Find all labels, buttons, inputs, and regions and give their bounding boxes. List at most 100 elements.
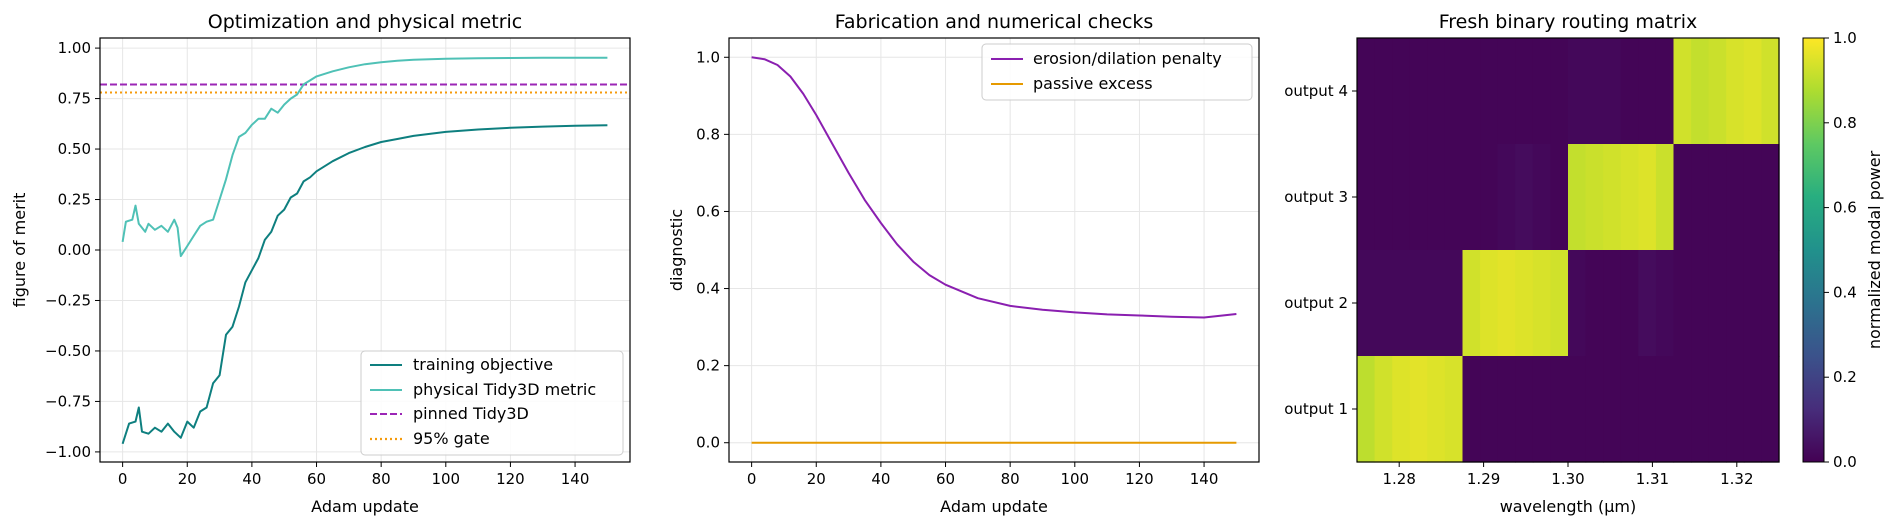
panel-1-reference-lines <box>100 83 630 94</box>
panel-3-title: Fresh binary routing matrix <box>1439 11 1698 33</box>
x-tick-label: 1.31 <box>1636 470 1669 488</box>
legend-label-erosion-dilation: erosion/dilation penalty <box>1033 49 1222 68</box>
colorbar-tick-label: 1.0 <box>1833 29 1857 47</box>
x-tick-label: 40 <box>242 470 261 488</box>
heatmap-cell <box>1761 250 1780 357</box>
heatmap-cell <box>1462 144 1481 251</box>
y-tick-label: −0.50 <box>45 342 91 360</box>
colorbar-tick-label: 0.0 <box>1833 453 1857 471</box>
panel-2-title: Fabrication and numerical checks <box>835 11 1154 33</box>
heatmap-cell <box>1462 38 1481 145</box>
heatmap-cell <box>1655 38 1675 145</box>
heatmap-cell <box>1550 38 1569 145</box>
panel-optimization: Optimization and physical metric 0 20 40 60… <box>10 11 631 516</box>
heatmap-cell <box>1638 250 1657 357</box>
heatmap-cell <box>1515 38 1534 145</box>
heatmap-cell <box>1427 144 1446 251</box>
heatmap-cell <box>1497 144 1516 251</box>
heatmap-cell <box>1374 38 1393 145</box>
colorbar-tick-label: 0.4 <box>1833 283 1857 301</box>
x-tick-label: 1.32 <box>1720 470 1753 488</box>
y-tick-label: 0.6 <box>696 202 720 220</box>
heatmap-cell <box>1409 356 1428 463</box>
panel-2-legend: erosion/dilation penalty passive excess <box>981 43 1253 101</box>
heatmap-cell <box>1708 250 1727 357</box>
panel-2-axes-frame <box>728 37 1260 463</box>
heatmap-cell <box>1691 250 1710 357</box>
heatmap-cell <box>1655 144 1675 251</box>
y-tick-label: 0.25 <box>58 191 91 209</box>
y-tick-label: −0.25 <box>45 291 91 309</box>
y-tick-label: 0.75 <box>58 90 91 108</box>
heatmap-cell <box>1532 144 1552 251</box>
colorbar-label: normalized modal power <box>1865 150 1884 349</box>
colorbar-tick-label: 0.6 <box>1833 199 1857 217</box>
x-tick-label: 1.29 <box>1467 470 1500 488</box>
heatmap-cell <box>1409 144 1428 251</box>
heatmap-cell <box>1743 38 1763 145</box>
x-tick-label: 60 <box>936 470 955 488</box>
heatmap-cell <box>1550 250 1569 357</box>
heatmap-cell <box>1568 250 1587 357</box>
legend-label-pinned-tidy3d: pinned Tidy3D <box>413 404 529 423</box>
row-label: output 1 <box>1284 400 1348 418</box>
heatmap-cell <box>1638 38 1657 145</box>
colorbar-gradient <box>1802 37 1825 463</box>
x-tick-label: 140 <box>1190 470 1219 488</box>
heatmap-cell <box>1374 250 1393 357</box>
heatmap-cell <box>1357 38 1376 145</box>
heatmap-cell <box>1444 38 1464 145</box>
heatmap-cell <box>1743 356 1763 463</box>
heatmap-x-ticks: 1.28 1.29 1.30 1.31 1.32 <box>1382 462 1754 488</box>
heatmap-cell <box>1374 144 1393 251</box>
x-tick-label: 80 <box>1001 470 1020 488</box>
legend-label-physical-metric: physical Tidy3D metric <box>413 380 596 399</box>
heatmap-cell <box>1585 144 1604 251</box>
heatmap-cell <box>1480 144 1499 251</box>
x-tick-label: 100 <box>431 470 460 488</box>
heatmap-cell <box>1427 250 1446 357</box>
x-tick-label: 0 <box>118 470 128 488</box>
y-tick-label: 0.2 <box>696 357 720 375</box>
heatmap-cell <box>1603 144 1622 251</box>
heatmap-cell <box>1655 250 1675 357</box>
y-tick-label: 0.4 <box>696 280 720 298</box>
heatmap-cell <box>1691 144 1710 251</box>
heatmap-cell <box>1462 356 1481 463</box>
y-tick-label: 0.00 <box>58 241 91 259</box>
heatmap-cell <box>1497 38 1516 145</box>
heatmap-cell <box>1620 144 1639 251</box>
heatmap-cell <box>1550 356 1569 463</box>
heatmap-cell <box>1427 356 1446 463</box>
panel-2-series <box>751 56 1237 444</box>
heatmap-cell <box>1585 356 1604 463</box>
panel-2-y-ticks: 0.0 0.2 0.4 0.6 0.8 1.0 <box>696 48 729 452</box>
legend-label-training-objective: training objective <box>413 355 553 374</box>
row-label: output 4 <box>1284 82 1348 100</box>
heatmap-cell <box>1427 38 1446 145</box>
panel-1-x-ticks: 0 20 40 60 80 100 120 140 <box>118 462 589 488</box>
heatmap-cell <box>1568 38 1587 145</box>
y-tick-label: −0.75 <box>45 392 91 410</box>
heatmap-cell <box>1532 356 1552 463</box>
heatmap-cell <box>1655 356 1675 463</box>
heatmap-cell <box>1603 250 1622 357</box>
y-tick-label: 1.0 <box>696 48 720 66</box>
panel-fabrication: Fabrication and numerical checks 0 20 40 60… <box>667 11 1260 516</box>
heatmap-cell <box>1638 144 1657 251</box>
panel-2-y-label: diagnostic <box>667 209 686 291</box>
panel-1-y-label: figure of merit <box>10 193 29 308</box>
heatmap-cell <box>1673 144 1692 251</box>
colorbar-tick-label: 0.2 <box>1833 368 1857 386</box>
x-tick-label: 120 <box>1125 470 1154 488</box>
heatmap-cell <box>1357 356 1376 463</box>
y-tick-label: 0.0 <box>696 434 720 452</box>
row-label: output 3 <box>1284 188 1348 206</box>
heatmap-cell <box>1708 38 1727 145</box>
heatmap-cell <box>1392 250 1411 357</box>
panel-1-title: Optimization and physical metric <box>208 11 522 33</box>
panel-2-x-label: Adam update <box>940 497 1048 516</box>
heatmap-x-label: wavelength (µm) <box>1500 497 1637 516</box>
panel-1-legend: training objective physical Tidy3D metri… <box>360 350 624 456</box>
